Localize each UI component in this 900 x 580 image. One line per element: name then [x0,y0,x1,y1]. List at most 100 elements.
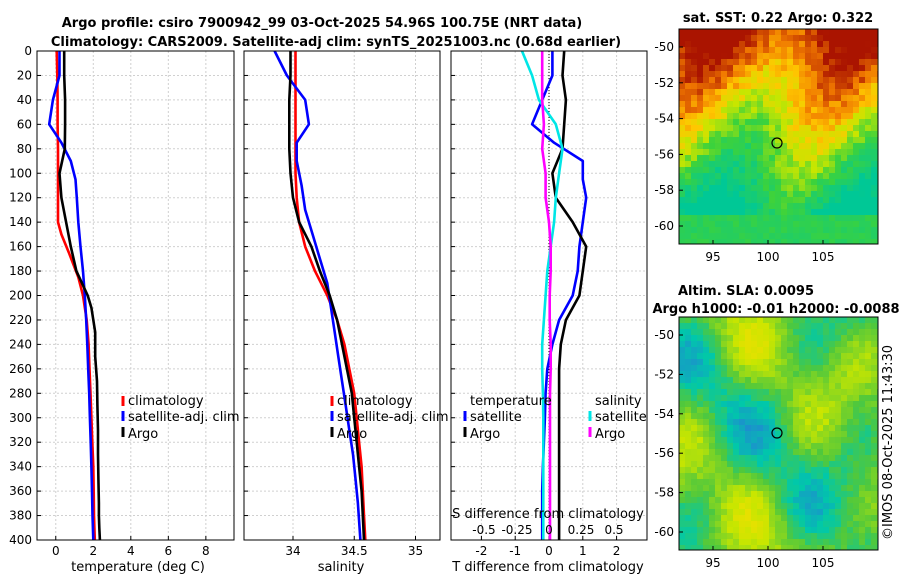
map-cell [703,431,709,437]
x-tick-label: 4 [127,544,135,558]
map-cell [763,371,769,377]
map-cell [859,509,865,515]
map-cell [721,89,727,95]
map-cell [751,533,757,539]
map-cell [841,371,847,377]
map-cell [841,71,847,77]
map-cell [709,125,715,131]
map-y-tick-label: -60 [654,219,674,233]
map-cell [769,539,775,545]
map-cell [871,143,877,149]
map-cell [799,521,805,527]
map-cell [805,545,811,550]
map-cell [763,155,769,161]
map-cell [799,53,805,59]
map-cell [835,443,841,449]
map-cell [733,323,739,329]
map-cell [739,323,745,329]
map-cell [787,347,793,353]
map-cell [865,197,871,203]
map-cell [721,449,727,455]
map-cell [775,137,781,143]
map-cell [727,59,733,65]
map-cell [835,395,841,401]
map-cell [679,203,685,209]
map-cell [715,107,721,113]
map-cell [829,221,835,227]
map-cell [691,227,697,233]
map-cell [823,431,829,437]
map-cell [769,29,775,35]
map-cell [769,221,775,227]
map-cell [745,515,751,521]
map-cell [811,491,817,497]
map-cell [799,461,805,467]
map-cell [871,467,877,473]
map-cell [733,83,739,89]
map-cell [823,65,829,71]
map-cell [751,185,757,191]
map-cell [769,383,775,389]
map-cell [703,41,709,47]
map-cell [859,425,865,431]
map-cell [829,371,835,377]
map-cell [853,233,859,239]
map-cell [697,527,703,533]
map-cell [853,71,859,77]
map-cell [805,425,811,431]
map-cell [859,317,865,323]
map-cell [685,377,691,383]
map-cell [685,521,691,527]
map-cell [859,167,865,173]
map-cell [847,341,853,347]
map-cell [727,101,733,107]
map-cell [805,173,811,179]
map-cell [865,41,871,47]
map-cell [841,119,847,125]
map-cell [829,89,835,95]
map-cell [757,233,763,239]
map-cell [751,389,757,395]
map-cell [811,47,817,53]
y-tick-label: 80 [17,142,32,156]
map-cell [709,155,715,161]
map-cell [847,41,853,47]
map-cell [697,503,703,509]
map-cell [685,425,691,431]
map-cell [817,389,823,395]
map-cell [739,365,745,371]
map-cell [751,101,757,107]
map-cell [787,521,793,527]
map-cell [751,77,757,83]
map-cell [715,353,721,359]
map-cell [835,545,841,550]
map-cell [739,65,745,71]
map-cell [757,473,763,479]
map-cell [679,161,685,167]
map-cell [781,395,787,401]
map-cell [775,359,781,365]
map-cell [853,485,859,491]
map-cell [679,449,685,455]
map-cell [739,233,745,239]
map-cell [799,149,805,155]
map-cell [799,329,805,335]
map-cell [757,77,763,83]
map-cell [835,239,841,244]
map-cell [853,47,859,53]
map-cell [715,53,721,59]
map-cell [781,125,787,131]
map-cell [865,527,871,533]
map-cell [793,533,799,539]
map-cell [859,533,865,539]
map-cell [793,425,799,431]
map-cell [787,401,793,407]
map-cell [829,215,835,221]
map-cell [817,317,823,323]
map-cell [721,83,727,89]
map-cell [847,143,853,149]
y-tick-label: 260 [9,362,32,376]
map-cell [781,497,787,503]
map-cell [793,347,799,353]
map-cell [799,317,805,323]
